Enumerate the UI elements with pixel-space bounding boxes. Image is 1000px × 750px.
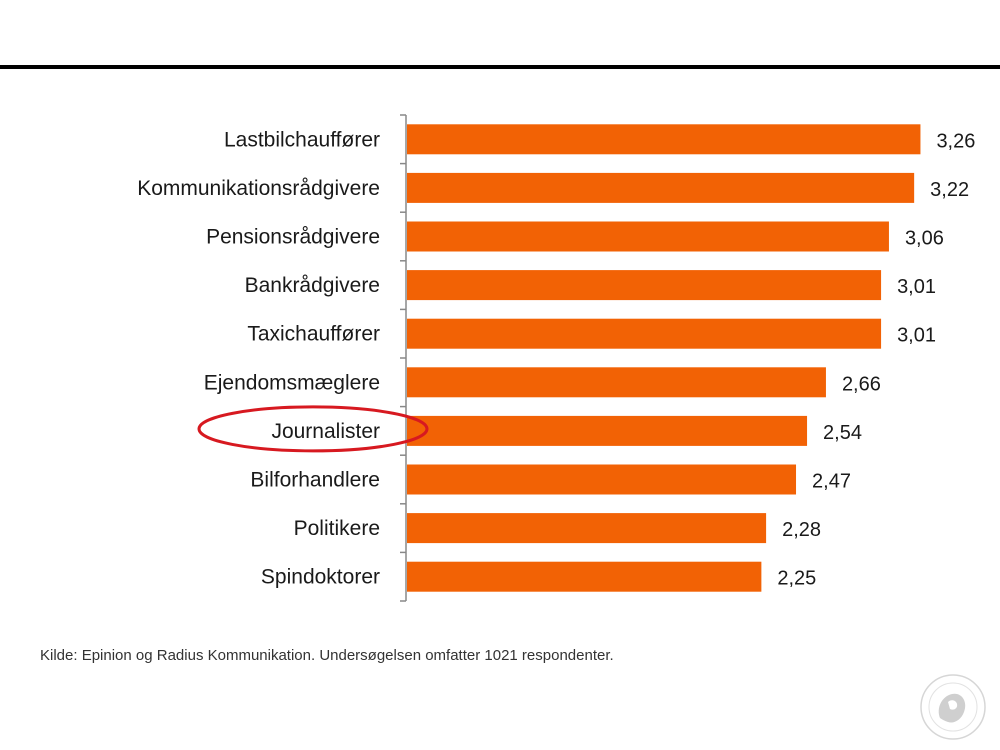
value-label: 2,25 bbox=[777, 568, 816, 590]
value-label: 2,28 bbox=[782, 519, 821, 541]
bar bbox=[407, 172, 915, 203]
value-label: 3,26 bbox=[936, 130, 975, 152]
bar-chart: Lastbilchauffører 3,26 Kommunikationsrådgi… bbox=[137, 114, 975, 602]
bar bbox=[407, 221, 889, 252]
value-label: 2,66 bbox=[842, 373, 881, 395]
bar bbox=[407, 415, 808, 446]
bar bbox=[407, 513, 767, 544]
category-label: Bankrådgivere bbox=[245, 274, 380, 297]
value-label: 3,01 bbox=[897, 276, 936, 298]
value-label: 2,54 bbox=[823, 422, 862, 444]
bar bbox=[407, 318, 882, 349]
highlight-ellipse bbox=[197, 405, 429, 453]
value-label: 3,22 bbox=[930, 179, 969, 201]
value-label: 3,01 bbox=[897, 325, 936, 347]
category-label: Kommunikationsrådgivere bbox=[137, 177, 380, 200]
bar bbox=[407, 124, 921, 155]
category-label: Lastbilchauffører bbox=[224, 128, 380, 151]
category-label: Bilforhandlere bbox=[250, 469, 380, 492]
value-label: 2,47 bbox=[812, 471, 851, 493]
value-label: 3,06 bbox=[905, 228, 944, 250]
university-seal-icon bbox=[920, 674, 986, 740]
category-label: Taxichauffører bbox=[247, 323, 380, 346]
category-label: Spindoktorer bbox=[261, 566, 380, 589]
category-label: Journalister bbox=[271, 420, 380, 443]
category-label: Ejendomsmæglere bbox=[204, 371, 380, 394]
top-rule bbox=[0, 65, 1000, 69]
category-label: Pensionsrådgivere bbox=[206, 226, 380, 249]
bar bbox=[407, 367, 826, 398]
bar bbox=[407, 561, 762, 592]
category-label: Politikere bbox=[294, 517, 380, 540]
bar bbox=[407, 464, 797, 495]
source-note: Kilde: Epinion og Radius Kommunikation. … bbox=[40, 647, 614, 664]
bar bbox=[407, 270, 882, 301]
